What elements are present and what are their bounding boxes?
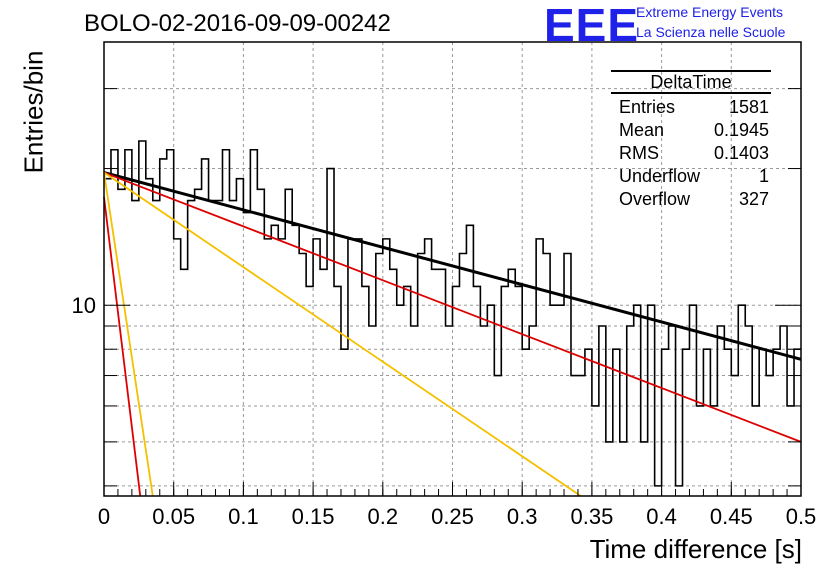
x-tick-label: 0.35	[570, 504, 613, 529]
stats-row-mean: Mean 0.1945	[611, 119, 771, 142]
x-tick-label: 0.3	[507, 504, 538, 529]
axis-tick-labels: 0 0.05 0.1 0.15 0.2 0.25 0.3 0.35 0.4 0.45 0.5 10	[72, 293, 817, 529]
y-tick-label: 10	[72, 293, 96, 318]
axis-ticks	[103, 88, 802, 496]
fit-line	[103, 171, 582, 497]
stats-value: 1581	[728, 97, 769, 117]
fit-line	[103, 197, 142, 497]
eee-logo: EEE	[544, 0, 640, 51]
stats-label: Entries	[619, 97, 676, 117]
stats-value: 1	[758, 166, 769, 186]
stats-title: DeltaTime	[611, 70, 771, 94]
stats-value: 0.1945	[713, 120, 769, 140]
x-tick-label: 0.5	[786, 504, 817, 529]
stats-label: Mean	[619, 120, 665, 140]
x-tick-label: 0.2	[368, 504, 399, 529]
stats-box: DeltaTime Entries 1581 Mean 0.1945 RMS 0…	[611, 70, 771, 211]
x-tick-label: 0.05	[152, 504, 195, 529]
stats-value: 0.1403	[713, 143, 769, 163]
fit-line	[103, 171, 802, 443]
x-tick-label: 0.4	[646, 504, 677, 529]
brand-line-1: Extreme Energy Events	[636, 4, 784, 20]
stats-label: Underflow	[619, 166, 701, 186]
stats-row-underflow: Underflow 1	[611, 165, 771, 188]
x-tick-label: 0.45	[710, 504, 753, 529]
stats-row-entries: Entries 1581	[611, 96, 771, 119]
stats-row-overflow: Overflow 327	[611, 188, 771, 211]
histogram-steps	[104, 140, 801, 487]
histogram-series	[104, 140, 801, 487]
chart-title: BOLO-02-2016-09-09-00242	[84, 10, 391, 37]
fit-line	[103, 171, 802, 361]
stats-label: RMS	[619, 143, 659, 163]
fit-line	[103, 172, 154, 497]
stats-row-rms: RMS 0.1403	[611, 142, 771, 165]
stats-value: 327	[738, 189, 769, 209]
x-tick-label: 0.15	[292, 504, 335, 529]
stats-label: Overflow	[619, 189, 691, 209]
fit-curves	[103, 171, 802, 497]
x-tick-label: 0.25	[431, 504, 474, 529]
x-tick-label: 0.1	[228, 504, 259, 529]
x-axis-label: Time difference [s]	[589, 534, 802, 564]
y-axis-label: Entries/bin	[18, 50, 49, 174]
brand-line-2: La Scienza nelle Scuole	[636, 24, 786, 40]
x-tick-label: 0	[98, 504, 110, 529]
